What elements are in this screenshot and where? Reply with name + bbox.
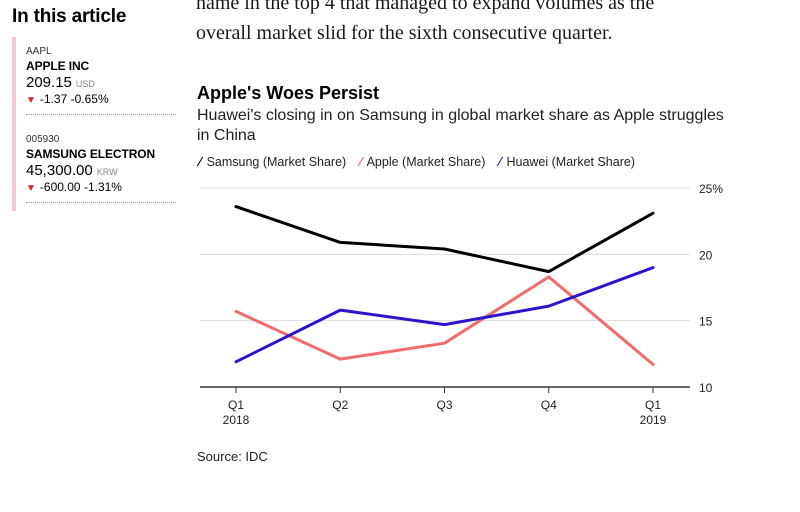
- article-body: name in the top 4 that managed to expand…: [196, 0, 756, 48]
- sidebar-accent-bar: [12, 37, 16, 211]
- legend-swatch: ⁄: [199, 155, 202, 169]
- quote-price-value: 45,300.00: [26, 162, 93, 179]
- divider: [26, 202, 176, 203]
- x-tick-label: Q4: [541, 398, 557, 412]
- article-text-line: overall market slid for the sixth consec…: [196, 22, 613, 44]
- chart-subtitle: Huawei's closing in on Samsung in global…: [197, 107, 724, 144]
- y-tick-label: 20: [699, 248, 713, 262]
- y-tick-label: 25%: [699, 182, 723, 196]
- legend-label: Samsung (Market Share): [206, 155, 347, 169]
- legend-label: Apple (Market Share): [366, 155, 486, 169]
- quote-ticker: 005930: [26, 134, 60, 145]
- chart-legend: ⁄ Samsung (Market Share) ⁄ Apple (Market…: [199, 155, 645, 169]
- x-tick-label: Q1: [228, 398, 244, 412]
- down-arrow-icon: ▼: [26, 95, 36, 106]
- quote-change: ▼ -600.00 -1.31%: [26, 180, 176, 194]
- quote-card-samsung[interactable]: 005930 SAMSUNG ELECTRON 45,300.00 KRW ▼ -6…: [26, 134, 176, 203]
- legend-item-samsung: ⁄ Samsung (Market Share): [199, 155, 346, 169]
- quote-change-value: -600.00: [39, 180, 81, 194]
- x-tick-label: 2019: [640, 413, 667, 427]
- down-arrow-icon: ▼: [26, 183, 36, 194]
- legend-swatch: ⁄: [359, 155, 362, 169]
- series-line-apple: [234, 275, 655, 366]
- legend-item-huawei: ⁄ Huawei (Market Share): [499, 155, 635, 169]
- quote-ticker: AAPL: [26, 46, 52, 57]
- quote-currency: USD: [75, 79, 95, 89]
- quote-name[interactable]: SAMSUNG ELECTRON: [26, 147, 156, 161]
- quote-change-pct: -1.31%: [83, 180, 122, 194]
- quote-price: 45,300.00 KRW: [26, 162, 176, 179]
- chart-source: Source: IDC: [197, 449, 268, 464]
- quote-price: 209.15 USD: [26, 74, 176, 91]
- y-tick-label: 10: [699, 381, 713, 395]
- quote-name[interactable]: APPLE INC: [26, 59, 90, 73]
- legend-item-apple: ⁄ Apple (Market Share): [360, 155, 486, 169]
- quote-card-aapl[interactable]: AAPL APPLE INC 209.15 USD ▼ -1.37 -0.65%: [26, 46, 176, 115]
- divider: [26, 114, 176, 115]
- x-tick-label: Q2: [332, 398, 348, 412]
- legend-label: Huawei (Market Share): [506, 155, 635, 169]
- article-text-line: name in the top 4 that managed to expand…: [196, 0, 655, 14]
- chart-title: Apple's Woes Persist: [197, 83, 380, 103]
- x-tick-label: 2018: [223, 413, 250, 427]
- series-line-samsung: [234, 205, 655, 274]
- x-tick-label: Q1: [645, 398, 661, 412]
- legend-swatch: ⁄: [498, 155, 501, 169]
- quote-change: ▼ -1.37 -0.65%: [26, 92, 176, 106]
- y-tick-label: 15: [699, 315, 713, 329]
- quote-price-value: 209.15: [26, 74, 72, 91]
- quote-currency: KRW: [96, 167, 118, 177]
- quote-change-value: -1.37: [39, 92, 68, 106]
- series-line-huawei: [234, 266, 655, 364]
- quote-change-pct: -0.65%: [70, 92, 109, 106]
- x-tick-label: Q3: [436, 398, 452, 412]
- sidebar-title: In this article: [12, 6, 127, 27]
